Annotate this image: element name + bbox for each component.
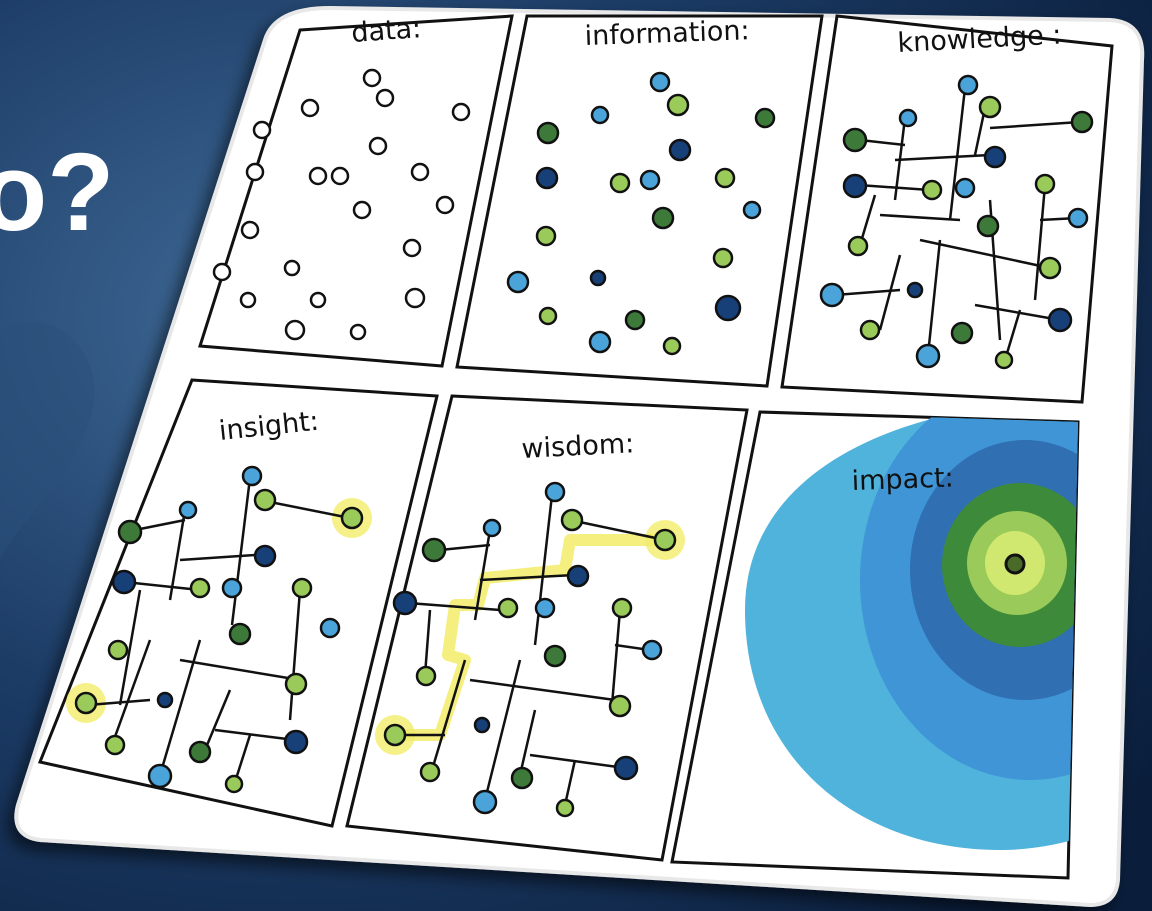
- wisdom-network: [375, 481, 685, 818]
- information-dots: [506, 71, 776, 356]
- panel-data: [198, 14, 514, 368]
- panel-label: data:: [350, 13, 422, 49]
- panel-label: information:: [584, 15, 750, 52]
- impact-rings: [745, 412, 1078, 850]
- insight-network: [66, 465, 372, 794]
- panel-knowledge: [780, 14, 1114, 404]
- panel-label: wisdom:: [521, 428, 635, 465]
- panel-label: impact:: [851, 462, 954, 497]
- heading-fragment: o?: [0, 131, 114, 254]
- knowledge-network: [819, 74, 1094, 370]
- panel-wisdom: [345, 394, 749, 862]
- panel-insight: [37, 378, 439, 828]
- data-dots: [212, 68, 471, 341]
- panel-information: [455, 14, 824, 388]
- globe-shape: [0, 322, 95, 560]
